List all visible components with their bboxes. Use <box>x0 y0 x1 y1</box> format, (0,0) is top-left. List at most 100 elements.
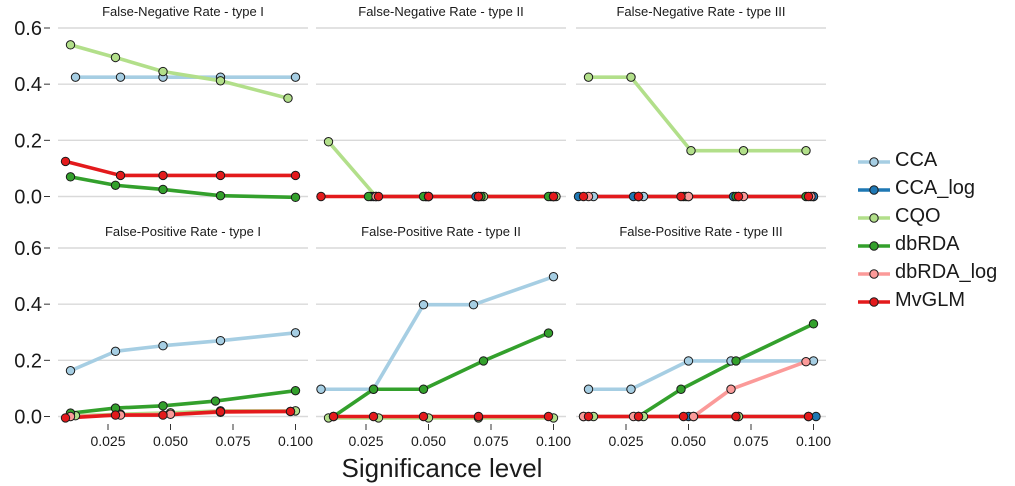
legend-swatch <box>858 269 890 279</box>
legend-marker <box>869 213 879 223</box>
data-point-mvglm <box>583 411 594 422</box>
legend-label: MvGLM <box>895 289 965 311</box>
data-point-mvglm <box>158 410 168 420</box>
data-point-cca <box>110 346 121 357</box>
data-point-dbrda <box>478 356 489 366</box>
data-point-cqo <box>158 66 168 77</box>
x-tick-label: 0.100 <box>536 433 571 449</box>
data-point-mvglm <box>578 191 589 202</box>
data-point-cca <box>626 384 636 394</box>
data-point-cca <box>115 72 126 82</box>
series-line-dbrda <box>68 175 298 200</box>
legend-label: dbRDA <box>895 233 960 255</box>
data-point-cqo <box>738 146 749 156</box>
data-point-cca <box>548 271 559 282</box>
series-line-dbrda <box>331 331 551 419</box>
panel-title: False-Positive Rate - type II <box>361 224 521 239</box>
panel-3: False-Negative Rate - type III <box>576 4 826 198</box>
data-point-mvglm <box>633 191 644 202</box>
legend-marker <box>869 269 879 279</box>
data-point-mvglm <box>473 411 484 422</box>
data-point-dbrda <box>65 172 76 182</box>
data-point-mvglm <box>803 191 814 202</box>
data-point-dbrda <box>731 356 741 366</box>
data-point-cqo <box>283 93 293 103</box>
data-point-dbrda <box>418 384 429 394</box>
data-point-cca <box>215 335 226 346</box>
legend-label: CQO <box>895 205 941 227</box>
data-point-mvglm <box>473 191 484 202</box>
data-point-dbrda <box>290 192 301 203</box>
legend-label: CCA <box>895 149 938 171</box>
data-point-mvglm <box>115 170 126 181</box>
data-point-cqo <box>65 40 76 50</box>
x-tick-label: 0.025 <box>608 433 643 449</box>
data-point-mvglm <box>328 411 339 422</box>
data-point-mvglm <box>60 156 71 167</box>
x-tick-label: 0.050 <box>153 433 188 449</box>
data-point-mvglm <box>548 191 559 202</box>
data-point-cqo <box>583 72 594 82</box>
panel-1: False-Negative Rate - type I <box>58 4 308 198</box>
data-point-mvglm <box>290 170 301 181</box>
y-tick-label: 0.4 <box>14 74 42 96</box>
x-tick-label: 0.075 <box>733 433 768 449</box>
data-point-mvglm <box>418 411 429 422</box>
x-tick-label: 0.025 <box>348 433 383 449</box>
data-point-cca <box>683 356 694 366</box>
panel-title: False-Negative Rate - type III <box>616 4 785 19</box>
data-point-cca <box>290 72 301 82</box>
panel-title: False-Positive Rate - type III <box>619 224 782 239</box>
legend-label: dbRDA_log <box>895 261 998 283</box>
legend-swatch <box>858 185 890 195</box>
data-point-dbrda <box>215 190 226 201</box>
data-point-mvglm <box>158 170 168 181</box>
data-point-dbrda <box>368 384 379 394</box>
data-point-dbrda <box>210 396 221 406</box>
y-tick-label: 0.2 <box>14 350 42 372</box>
data-point-cca <box>418 300 429 310</box>
series-line-cca <box>586 359 816 392</box>
legend-swatch <box>858 297 890 307</box>
series-line-cqo <box>68 43 290 101</box>
data-point-dbrda <box>290 385 301 396</box>
data-point-mvglm <box>423 191 434 202</box>
data-point-dbrda <box>808 319 819 329</box>
x-tick-label: 0.075 <box>215 433 250 449</box>
legend-swatch <box>858 241 890 251</box>
panel-title: False-Negative Rate - type II <box>358 4 523 19</box>
panel-title: False-Negative Rate - type I <box>102 4 264 19</box>
data-point-cqo <box>686 146 696 156</box>
legend-marker <box>869 297 879 307</box>
data-point-cqo <box>215 76 226 86</box>
x-tick-label: 0.075 <box>473 433 508 449</box>
data-point-dbrda <box>158 184 168 195</box>
data-point-mvglm <box>633 411 644 422</box>
y-tick-label: 0.2 <box>14 130 42 152</box>
data-point-mvglm <box>368 411 379 422</box>
series-line-mvglm <box>63 159 298 178</box>
data-point-mvglm <box>676 191 686 202</box>
data-point-cqo <box>801 146 811 156</box>
legend-marker <box>869 157 879 167</box>
data-point-mvglm <box>373 191 384 202</box>
data-point-cca <box>583 384 594 394</box>
legend-marker <box>869 185 879 195</box>
y-tick-label: 0.0 <box>14 187 42 209</box>
y-tick-label: 0.0 <box>14 407 42 429</box>
panel-4: False-Positive Rate - type I <box>58 224 308 418</box>
data-point-cca <box>468 300 479 310</box>
data-point-cqo <box>323 137 334 147</box>
data-point-mvglm <box>215 170 226 181</box>
y-tick-label: 0.6 <box>14 238 42 260</box>
data-point-dbrda <box>110 180 121 190</box>
data-point-mvglm <box>803 411 814 422</box>
series-line-cqo <box>326 139 558 199</box>
series-line-dbrda <box>636 322 816 419</box>
x-tick-label: 0.050 <box>411 433 446 449</box>
data-point-cqo <box>110 52 121 63</box>
x-tick-label: 0.100 <box>796 433 831 449</box>
data-point-dbrda-log <box>801 357 811 367</box>
data-point-mvglm <box>215 407 226 417</box>
